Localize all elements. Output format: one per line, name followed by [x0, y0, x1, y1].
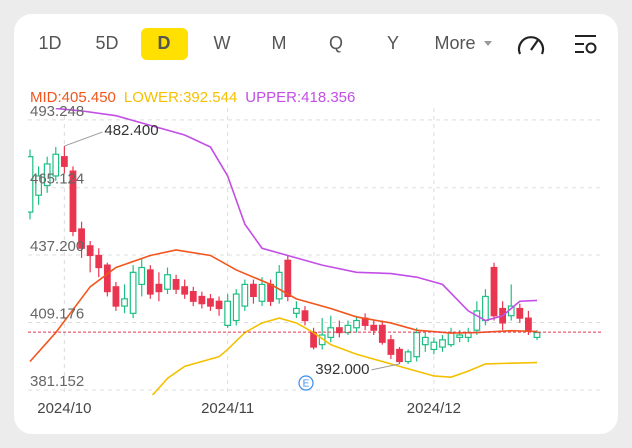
y-tick-label: 437.200 [30, 238, 84, 255]
tab[interactable]: M [272, 33, 287, 53]
event-marker[interactable]: E [298, 375, 314, 391]
candle-body [78, 228, 85, 249]
legend: MID:405.450 LOWER:392.544 UPPER:418.356 [30, 89, 355, 106]
candle-body [172, 278, 180, 290]
candle-body [60, 156, 68, 167]
y-tick-label: 493.248 [30, 103, 84, 120]
y-tick-label: 409.176 [30, 305, 84, 322]
candle-body [250, 283, 257, 298]
high-pointer [64, 131, 103, 147]
candle-body [121, 298, 128, 307]
tab[interactable]: Q [329, 33, 343, 53]
candle-body [430, 341, 438, 351]
candle-body [275, 271, 283, 300]
candle-body [525, 317, 532, 331]
candle-body [35, 175, 42, 196]
x-tick-label: 2024/10 [37, 400, 91, 417]
active-tab-bg [141, 28, 188, 60]
candle-body [516, 307, 524, 319]
candle-body [473, 310, 481, 331]
candle-body [447, 331, 455, 346]
candle-body [490, 266, 498, 317]
legend-entry: UPPER:418.356 [245, 89, 355, 106]
tab[interactable]: 5D [95, 33, 118, 53]
y-tick-label: 381.152 [30, 373, 84, 390]
candle-body [267, 283, 275, 302]
candle-body [378, 324, 386, 343]
candle-body [533, 331, 541, 339]
candle-body [198, 295, 206, 305]
candle-body [181, 286, 189, 295]
band-line [151, 317, 538, 395]
candle-body [52, 153, 60, 177]
candle-body [146, 269, 154, 295]
candle-body [224, 300, 232, 326]
candle-body [215, 300, 223, 310]
candle-body [43, 163, 51, 187]
candle-body [138, 266, 146, 285]
band-line [55, 108, 538, 322]
candle-body [241, 283, 249, 307]
plot [28, 108, 602, 395]
candle-body [439, 339, 446, 348]
band-line [29, 249, 538, 363]
candle-body [292, 307, 300, 314]
y-tick-label: 465.124 [30, 171, 84, 188]
overlay: 381.152 409.176 437.200 465.124 493.248 2024/… [30, 103, 461, 417]
candle-body [164, 274, 171, 290]
indicator-icon[interactable] [517, 36, 545, 55]
candle-body [404, 351, 412, 363]
high-label: 482.400 [104, 122, 158, 139]
candle-body [413, 331, 421, 358]
candle-body [207, 298, 214, 307]
candle-body [232, 293, 240, 322]
candle-body [396, 348, 403, 363]
candle-body [129, 271, 137, 314]
settings-icon[interactable] [575, 35, 597, 54]
candle-body [456, 334, 464, 339]
x-tick-label: 2024/12 [407, 400, 461, 417]
candle-body [103, 264, 111, 293]
candle-body [421, 336, 429, 346]
tabs: 1D 5D D W M Q Y [38, 33, 399, 53]
candle-body [370, 324, 378, 331]
candle-body [86, 245, 94, 257]
candle-body [28, 156, 34, 213]
legend-entry: MID:405.450 [30, 89, 116, 106]
tab[interactable]: W [214, 33, 231, 53]
more-caret[interactable] [484, 41, 492, 46]
candle-body [189, 291, 197, 302]
card [14, 14, 618, 434]
candle-body [344, 324, 352, 334]
x-tick-label: 2024/11 [201, 400, 254, 417]
candle-body [69, 170, 77, 232]
candle-body [353, 319, 360, 329]
candle-body [112, 286, 120, 307]
candle-body [387, 339, 395, 355]
tab[interactable]: Y [387, 33, 399, 53]
low-pointer [371, 363, 400, 371]
tab[interactable]: 1D [38, 33, 61, 53]
candle-body [258, 283, 266, 302]
svg-text:E: E [303, 379, 310, 390]
candle-body [95, 254, 103, 269]
more-button[interactable]: More [434, 33, 475, 53]
candle-body [482, 295, 489, 322]
candle-body [301, 310, 309, 322]
tab[interactable]: D [158, 33, 171, 53]
candle-body [284, 259, 292, 298]
legend-entry: LOWER:392.544 [124, 89, 237, 106]
candle-body [155, 283, 163, 293]
low-label: 392.000 [315, 361, 369, 378]
